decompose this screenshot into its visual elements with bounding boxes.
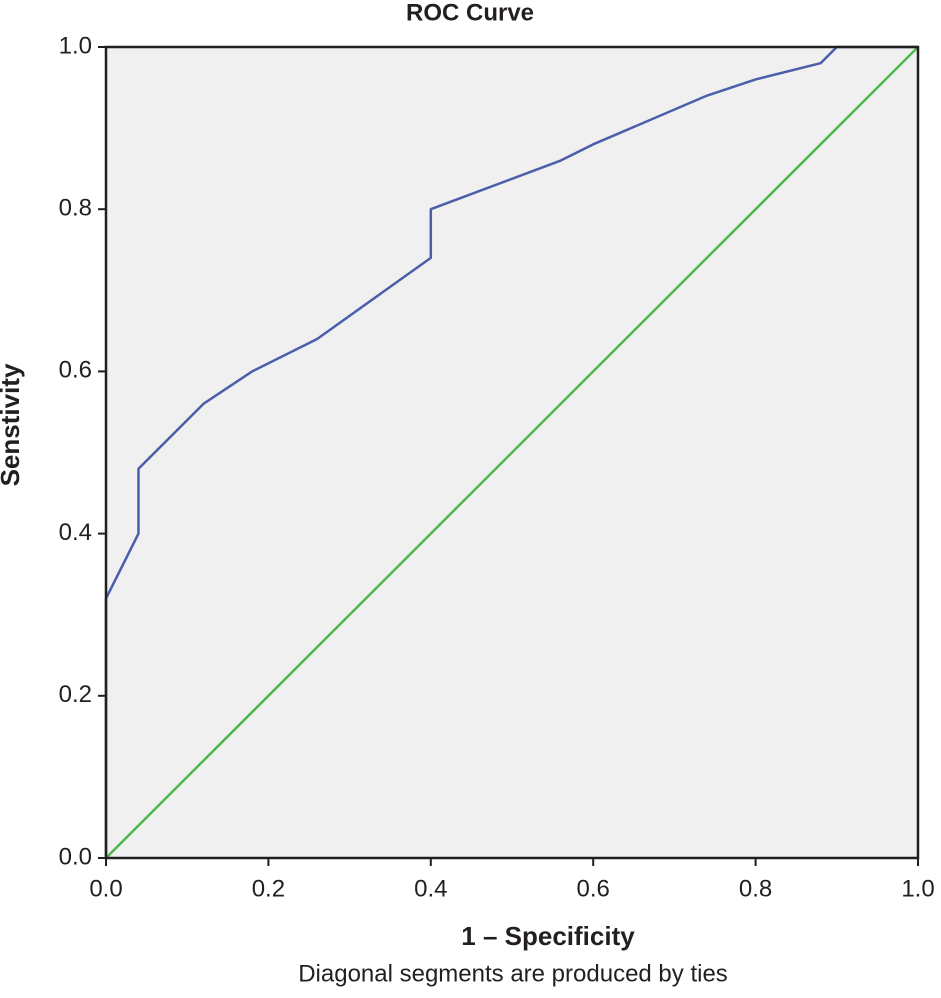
y-tick-label: 0.0 <box>59 843 92 870</box>
y-axis-label: Senstivity <box>0 363 25 486</box>
x-axis-label: 1 – Specificity <box>461 921 635 951</box>
y-tick-label: 0.6 <box>59 357 92 384</box>
chart-title: ROC Curve <box>406 0 534 26</box>
footnote: Diagonal segments are produced by ties <box>298 960 728 987</box>
y-tick-label: 0.2 <box>59 681 92 708</box>
x-tick-label: 0.2 <box>252 875 285 902</box>
x-tick-label: 1.0 <box>901 875 934 902</box>
x-tick-label: 0.4 <box>414 875 447 902</box>
x-tick-label: 0.6 <box>577 875 610 902</box>
y-tick-label: 1.0 <box>59 32 92 59</box>
y-tick-label: 0.8 <box>59 195 92 222</box>
roc-line <box>104 45 918 858</box>
plot-border <box>104 45 920 860</box>
x-tick-label: 0.8 <box>739 875 772 902</box>
y-tick-label: 0.4 <box>59 519 92 546</box>
x-tick-label: 0.0 <box>89 875 122 902</box>
roc-line <box>105 46 919 859</box>
